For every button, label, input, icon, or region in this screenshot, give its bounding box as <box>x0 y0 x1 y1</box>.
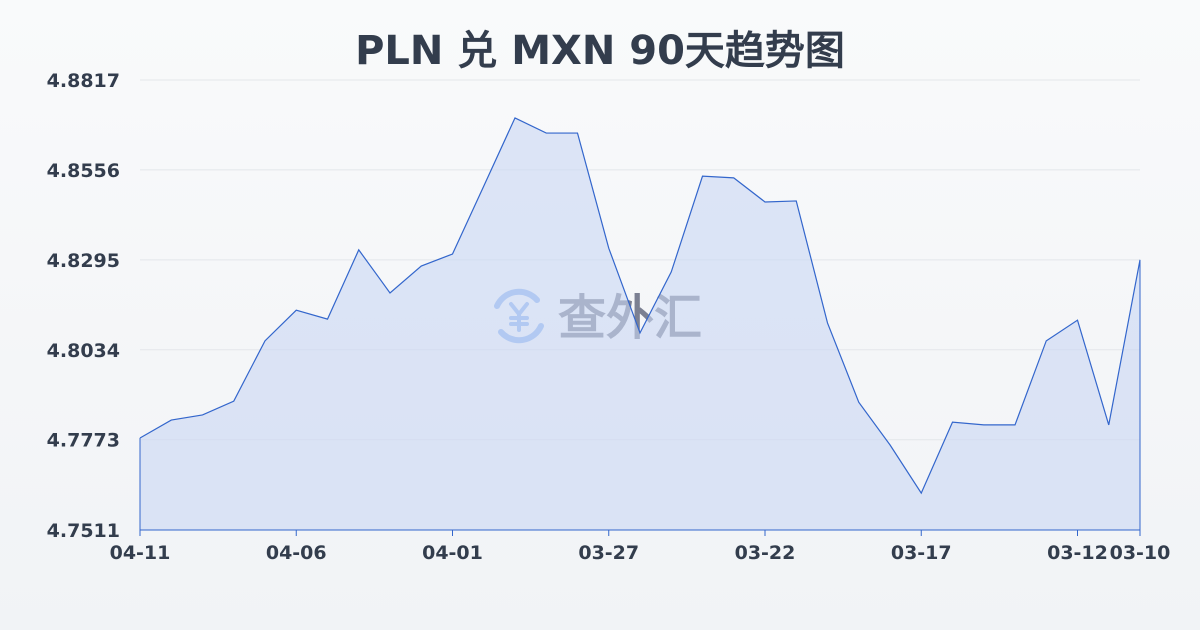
y-tick-label: 4.8034 <box>47 340 120 362</box>
x-tick-label: 03-17 <box>891 542 952 564</box>
y-tick-label: 4.7773 <box>47 430 120 452</box>
x-tick-label: 04-11 <box>110 542 171 564</box>
x-tick-label: 03-12 <box>1047 542 1108 564</box>
x-tick-label: 03-27 <box>578 542 639 564</box>
series-line <box>139 117 1141 495</box>
area-fill <box>140 117 1140 531</box>
y-tick-label: 4.7511 <box>47 520 120 542</box>
y-tick-label: 4.8556 <box>47 160 120 182</box>
y-tick-label: 4.8295 <box>47 250 120 272</box>
y-tick-label: 4.8817 <box>47 70 120 92</box>
x-tick-label: 03-10 <box>1110 542 1171 564</box>
x-tick-label: 04-01 <box>422 542 483 564</box>
chart-title: PLN 兑 MXN 90天趋势图 <box>355 28 845 74</box>
x-tick-label: 04-06 <box>266 542 327 564</box>
x-tick-label: 03-22 <box>735 542 796 564</box>
